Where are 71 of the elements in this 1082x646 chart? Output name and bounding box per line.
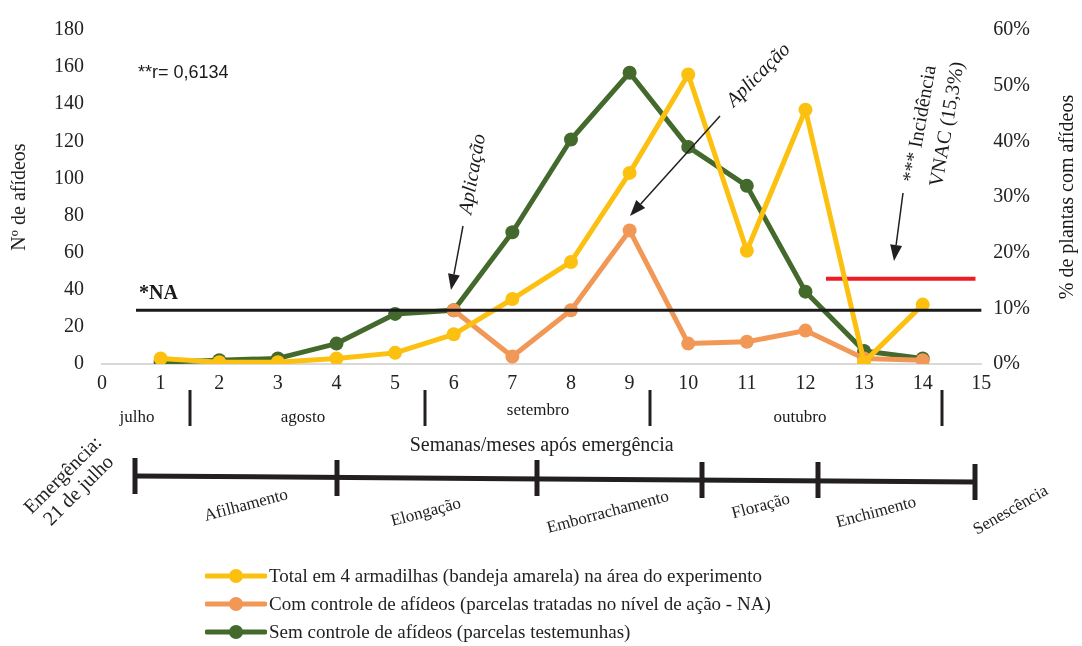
y-tick-label: 20: [64, 314, 84, 337]
point: [388, 345, 403, 360]
point: [798, 102, 813, 117]
x-tick-label: 7: [507, 371, 518, 394]
y2-tick-label: 30%: [993, 184, 1031, 207]
point: [739, 178, 754, 193]
point: [622, 223, 637, 238]
point: [622, 165, 637, 180]
y-tick-label: 180: [54, 17, 84, 40]
y-tick-label: 40: [64, 277, 84, 300]
y-tick-label: 80: [64, 202, 84, 225]
y-tick-label: 100: [54, 165, 84, 188]
point: [329, 351, 344, 364]
x-tick-label: 1: [155, 371, 166, 394]
x-tick-label: 2: [214, 371, 225, 394]
x-tick-label: 13: [854, 371, 875, 394]
point: [681, 67, 696, 82]
y-axis-title: Nº de afídeos: [7, 143, 30, 251]
legend-label: Total em 4 armadilhas (bandeja amarela) na área do experimento: [269, 564, 762, 588]
x-tick-label: 15: [971, 371, 992, 394]
x-tick-label: 14: [912, 371, 933, 394]
point: [739, 334, 754, 349]
y2-tick-label: 40%: [993, 128, 1031, 151]
x-tick-label: 9: [624, 371, 635, 394]
ref-line-label: *NA: [139, 281, 179, 304]
y2-tick-label: 60%: [993, 17, 1031, 40]
x-tick-label: 10: [678, 371, 699, 394]
text: Floração: [728, 488, 792, 524]
legend-label: Com controle de afídeos (parcelas tratadas no nível de ação - NA): [269, 592, 771, 616]
text: Elongação: [388, 493, 464, 531]
y2-tick-label: 20%: [993, 239, 1031, 262]
text: agosto: [280, 407, 326, 427]
x-tick-label: 3: [272, 371, 283, 394]
y-tick-label: 160: [54, 54, 84, 77]
y2-tick-label: 50%: [993, 72, 1031, 95]
x-tick-label: 4: [331, 371, 342, 394]
text: julho: [118, 407, 155, 427]
point: [153, 351, 168, 364]
x-tick-label: 11: [737, 371, 757, 394]
point: [681, 336, 696, 351]
x-axis-title: Semanas/meses após emergência: [409, 433, 674, 457]
legend-label: Sem controle de afídeos (parcelas testemunhas): [269, 620, 631, 644]
y2-tick-label: 10%: [993, 295, 1031, 318]
text: outubro: [773, 407, 827, 427]
x-tick-label: 8: [565, 371, 576, 394]
x-tick-label: 5: [390, 371, 401, 394]
y2-axis-title: % de plantas com afídeos: [1055, 94, 1079, 300]
y-tick-label: 0: [74, 351, 84, 374]
y2-tick-label: 0%: [993, 351, 1021, 374]
point: [739, 243, 754, 258]
point: [446, 327, 461, 342]
point: [563, 132, 578, 147]
point: [798, 323, 813, 338]
x-tick-label: 0: [97, 371, 107, 394]
y-tick-label: 60: [64, 239, 84, 262]
x-tick-label: 6: [448, 371, 459, 394]
point: [505, 292, 520, 307]
text: Enchimento: [833, 491, 919, 533]
point: [505, 225, 520, 240]
point: [505, 349, 520, 364]
x-tick-label: 12: [795, 371, 816, 394]
point: [563, 254, 578, 269]
y-tick-label: 140: [54, 91, 84, 114]
text: setembro: [506, 400, 570, 420]
point: [329, 336, 344, 351]
point: [622, 65, 637, 80]
annotation: *** Incidência VNAC (15,3%): [897, 59, 969, 189]
point: [798, 284, 813, 299]
y-tick-label: 120: [54, 128, 84, 151]
annotation: Aplicação: [453, 131, 491, 218]
annotation: **r= 0,6134: [138, 61, 229, 82]
